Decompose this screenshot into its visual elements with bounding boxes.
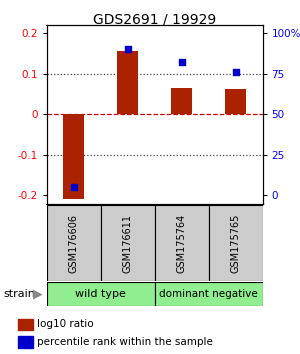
Text: GSM175764: GSM175764 [176,214,187,273]
Point [125,46,130,52]
Text: wild type: wild type [75,289,126,299]
Text: GSM176611: GSM176611 [122,214,133,273]
Bar [154,282,262,306]
Text: dominant negative: dominant negative [159,289,258,299]
Bar [154,205,208,281]
Bar [225,89,246,114]
Text: strain: strain [3,289,35,299]
Point [233,69,238,75]
Point [71,184,76,190]
Bar [63,114,84,200]
Bar [46,205,100,281]
Text: GSM176606: GSM176606 [68,214,79,273]
Bar [100,205,154,281]
Text: log10 ratio: log10 ratio [37,319,94,329]
Bar [17,319,33,330]
Point [179,59,184,65]
Bar [46,282,154,306]
Bar [171,88,192,114]
Text: ▶: ▶ [33,288,42,301]
Text: GDS2691 / 19929: GDS2691 / 19929 [93,12,216,27]
Bar [208,205,262,281]
Bar [117,51,138,114]
Text: GSM175765: GSM175765 [230,214,241,273]
Text: percentile rank within the sample: percentile rank within the sample [37,337,213,347]
Bar [17,336,33,348]
